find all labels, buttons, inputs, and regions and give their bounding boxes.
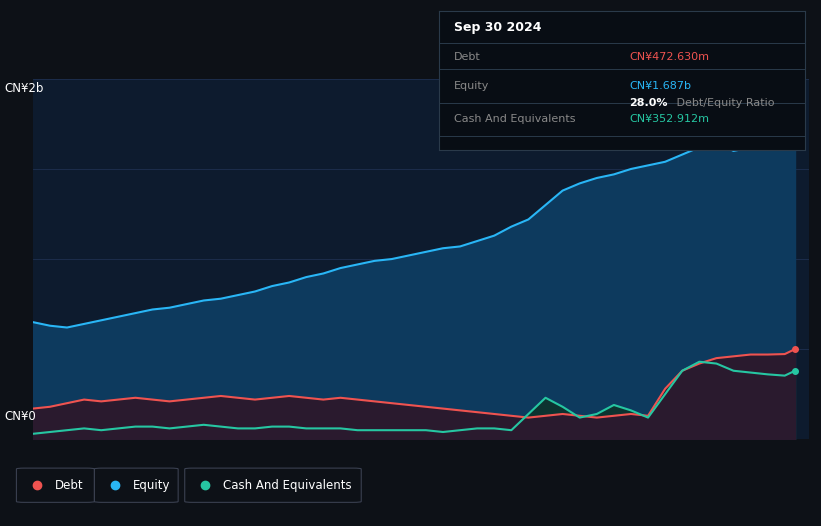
Text: Sep 30 2024: Sep 30 2024 [454, 21, 541, 34]
Text: CN¥1.687b: CN¥1.687b [629, 81, 691, 91]
Text: Cash And Equivalents: Cash And Equivalents [454, 114, 576, 124]
FancyBboxPatch shape [16, 468, 94, 502]
Text: Cash And Equivalents: Cash And Equivalents [223, 479, 352, 492]
FancyBboxPatch shape [94, 468, 178, 502]
Text: 28.0%: 28.0% [629, 97, 667, 107]
Text: Debt/Equity Ratio: Debt/Equity Ratio [673, 97, 774, 107]
Text: CN¥2b: CN¥2b [4, 82, 44, 95]
Text: Equity: Equity [454, 81, 489, 91]
Text: CN¥0: CN¥0 [4, 410, 36, 423]
Text: Debt: Debt [55, 479, 84, 492]
Text: Equity: Equity [133, 479, 171, 492]
Text: CN¥352.912m: CN¥352.912m [629, 114, 709, 124]
Text: Debt: Debt [454, 52, 480, 62]
Text: CN¥472.630m: CN¥472.630m [629, 52, 709, 62]
FancyBboxPatch shape [185, 468, 361, 502]
